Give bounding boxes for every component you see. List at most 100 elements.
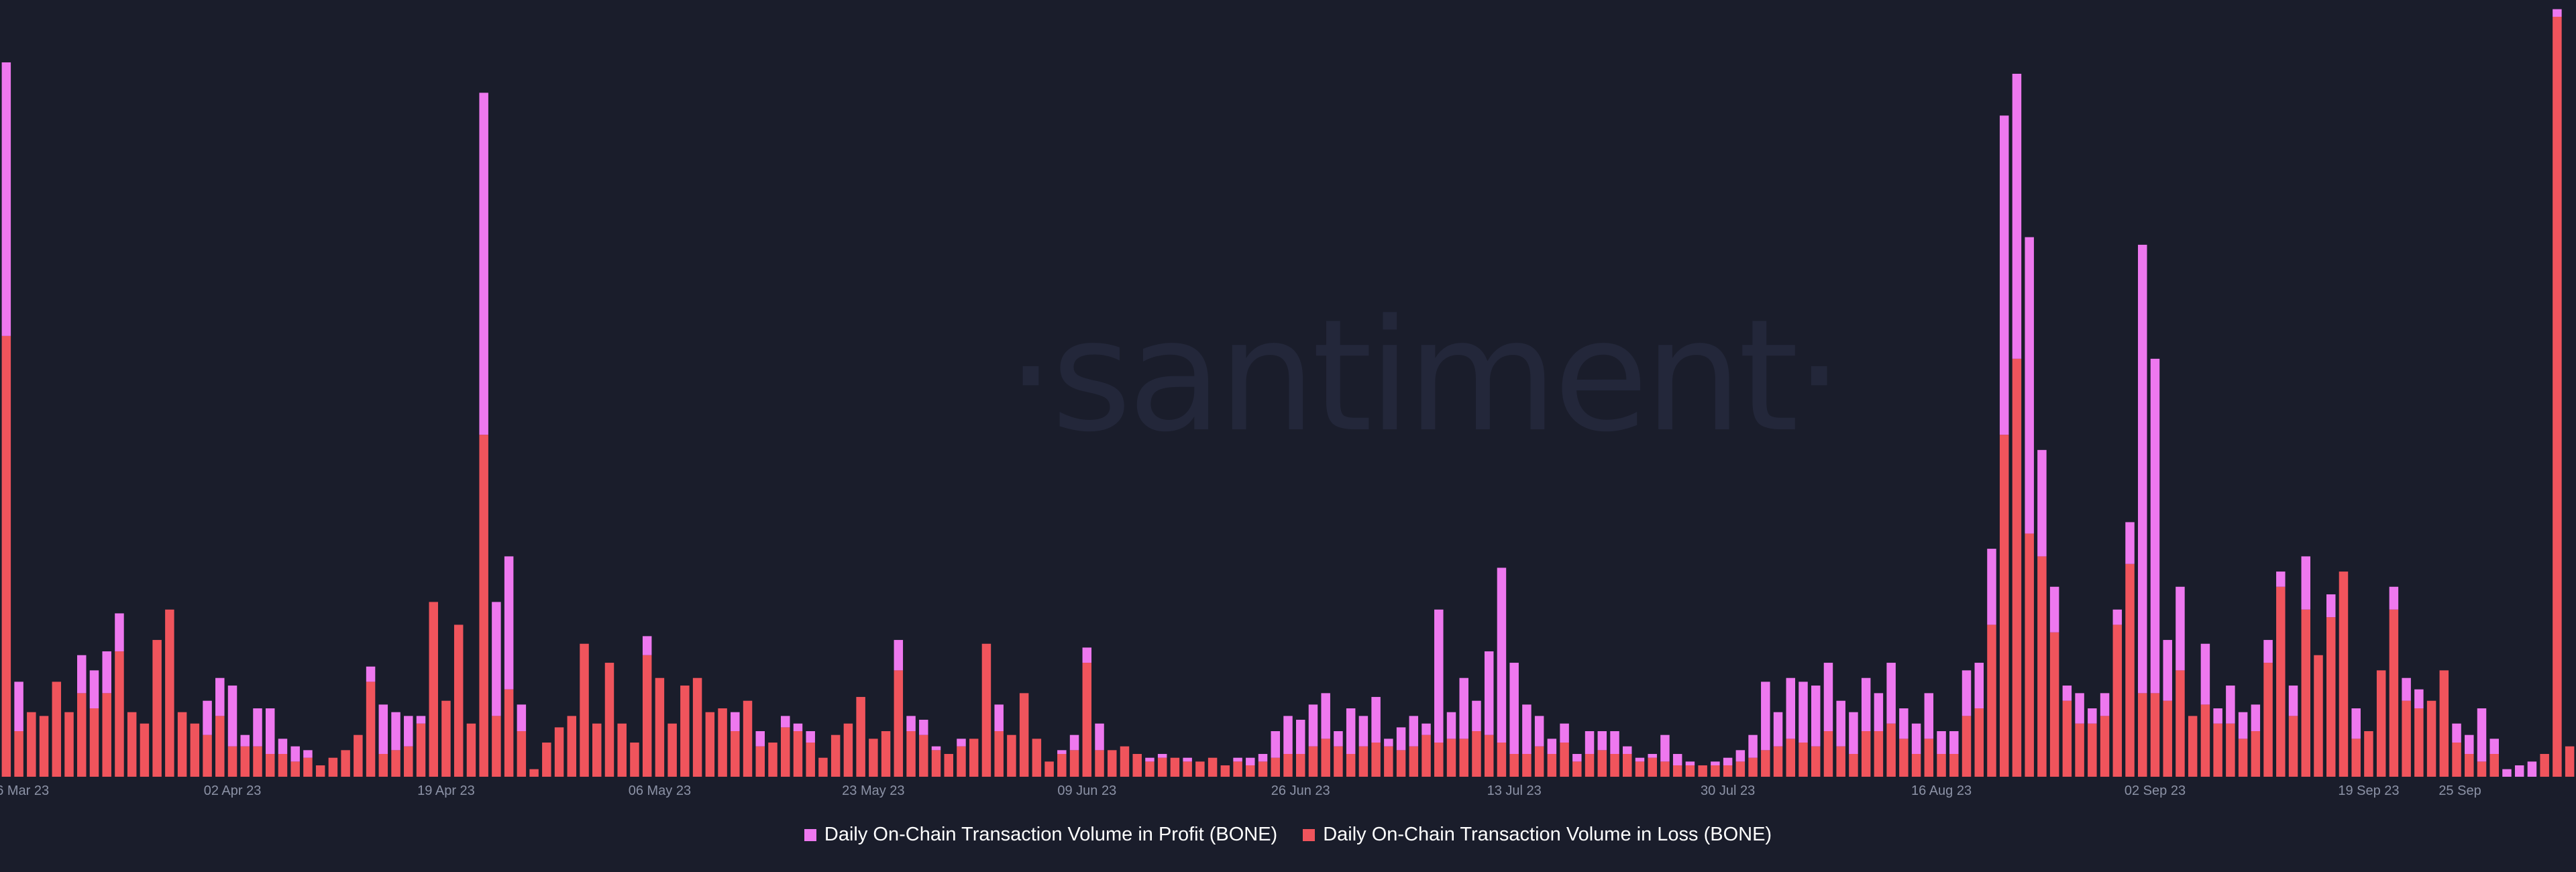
bar-loss-31[interactable] [391, 750, 400, 777]
bar-profit-134[interactable] [1685, 761, 1695, 766]
bar-profit-94[interactable] [1183, 757, 1192, 762]
bar-profit-199[interactable] [2502, 769, 2512, 777]
bar-profit-141[interactable] [1773, 712, 1783, 747]
bar-profit-187[interactable] [2351, 708, 2361, 739]
bar-profit-120[interactable] [1509, 663, 1519, 755]
bar-profit-73[interactable] [919, 720, 928, 735]
bar-loss-116[interactable] [1459, 739, 1468, 777]
bar-loss-192[interactable] [2414, 708, 2424, 777]
bar-profit-0[interactable] [1, 62, 11, 336]
bar-loss-114[interactable] [1434, 743, 1444, 777]
bar-loss-111[interactable] [1396, 750, 1406, 777]
bar-loss-83[interactable] [1044, 761, 1054, 777]
bar-loss-153[interactable] [1924, 739, 1934, 777]
bar-loss-156[interactable] [1962, 716, 1972, 777]
bar-profit-51[interactable] [642, 636, 652, 655]
bar-loss-51[interactable] [642, 655, 652, 777]
bar-loss-137[interactable] [1723, 765, 1733, 777]
bar-profit-149[interactable] [1874, 693, 1884, 732]
bar-loss-40[interactable] [504, 689, 514, 777]
bar-profit-62[interactable] [780, 716, 790, 728]
bar-loss-45[interactable] [567, 716, 577, 777]
bar-profit-140[interactable] [1761, 682, 1770, 751]
bar-profit-166[interactable] [2088, 708, 2097, 724]
bar-profit-183[interactable] [2301, 556, 2311, 610]
bar-loss-50[interactable] [630, 743, 639, 777]
bar-profit-124[interactable] [1560, 723, 1569, 743]
bar-loss-191[interactable] [2402, 700, 2411, 777]
bar-loss-36[interactable] [453, 624, 464, 777]
bar-profit-160[interactable] [2012, 73, 2022, 359]
bar-profit-1[interactable] [14, 682, 23, 732]
bar-loss-169[interactable] [2125, 563, 2135, 777]
bar-loss-60[interactable] [755, 746, 765, 777]
bar-loss-131[interactable] [1648, 757, 1657, 777]
bar-loss-94[interactable] [1183, 761, 1192, 777]
bar-loss-105[interactable] [1321, 739, 1330, 777]
bar-profit-164[interactable] [2062, 686, 2072, 701]
bar-loss-203[interactable] [2553, 17, 2562, 777]
bar-loss-162[interactable] [2037, 556, 2047, 777]
bar-loss-75[interactable] [944, 754, 953, 777]
bar-profit-130[interactable] [1635, 757, 1645, 762]
bar-loss-63[interactable] [793, 731, 803, 777]
bar-loss-204[interactable] [2565, 746, 2575, 777]
bar-loss-41[interactable] [517, 731, 527, 777]
bar-loss-122[interactable] [1534, 746, 1544, 777]
bar-loss-97[interactable] [1220, 765, 1230, 777]
bar-profit-185[interactable] [2326, 594, 2336, 618]
bar-profit-17[interactable] [215, 677, 225, 716]
bar-loss-39[interactable] [492, 716, 501, 777]
bar-profit-177[interactable] [2226, 686, 2235, 724]
bar-loss-9[interactable] [115, 651, 124, 777]
bar-profit-196[interactable] [2465, 734, 2474, 754]
bar-loss-98[interactable] [1233, 761, 1242, 777]
bar-loss-157[interactable] [1974, 708, 1984, 777]
bar-profit-136[interactable] [1711, 761, 1720, 766]
bar-loss-13[interactable] [165, 609, 174, 777]
bar-profit-172[interactable] [2163, 640, 2172, 701]
bar-profit-72[interactable] [906, 716, 916, 732]
bar-profit-84[interactable] [1057, 750, 1067, 755]
bar-loss-163[interactable] [2049, 632, 2059, 777]
bar-loss-172[interactable] [2163, 700, 2172, 777]
bar-loss-140[interactable] [1761, 750, 1770, 777]
bar-loss-48[interactable] [604, 663, 614, 777]
bar-loss-15[interactable] [190, 723, 200, 777]
bar-profit-86[interactable] [1082, 647, 1092, 663]
bar-loss-37[interactable] [466, 723, 476, 777]
bar-loss-143[interactable] [1799, 743, 1808, 777]
bar-loss-117[interactable] [1472, 731, 1481, 777]
bar-profit-98[interactable] [1233, 757, 1242, 762]
bar-loss-82[interactable] [1032, 739, 1042, 777]
bar-loss-141[interactable] [1773, 746, 1783, 777]
bar-loss-197[interactable] [2477, 761, 2487, 777]
bar-profit-104[interactable] [1308, 704, 1318, 747]
bar-loss-78[interactable] [981, 643, 991, 777]
bar-loss-88[interactable] [1108, 750, 1117, 777]
bar-loss-167[interactable] [2100, 716, 2110, 777]
bar-loss-95[interactable] [1195, 761, 1205, 777]
bar-loss-14[interactable] [177, 712, 187, 777]
bar-loss-102[interactable] [1283, 754, 1293, 777]
bar-profit-113[interactable] [1421, 723, 1431, 735]
bar-profit-58[interactable] [731, 712, 740, 732]
bar-loss-138[interactable] [1735, 761, 1746, 777]
bar-profit-16[interactable] [203, 700, 212, 735]
bar-loss-11[interactable] [140, 723, 150, 777]
bar-loss-86[interactable] [1082, 663, 1092, 777]
bar-profit-63[interactable] [793, 723, 803, 732]
bar-loss-55[interactable] [692, 677, 702, 777]
bar-loss-57[interactable] [718, 708, 727, 777]
bar-profit-200[interactable] [2514, 765, 2524, 777]
bar-loss-128[interactable] [1610, 754, 1619, 777]
bar-loss-146[interactable] [1836, 746, 1845, 777]
bar-loss-29[interactable] [366, 682, 376, 777]
bar-profit-74[interactable] [931, 746, 941, 751]
bar-loss-112[interactable] [1409, 746, 1419, 777]
bar-profit-148[interactable] [1861, 677, 1871, 732]
bar-profit-122[interactable] [1534, 716, 1544, 747]
bar-profit-133[interactable] [1672, 754, 1682, 766]
bar-loss-148[interactable] [1861, 731, 1871, 777]
bar-loss-101[interactable] [1271, 757, 1281, 777]
